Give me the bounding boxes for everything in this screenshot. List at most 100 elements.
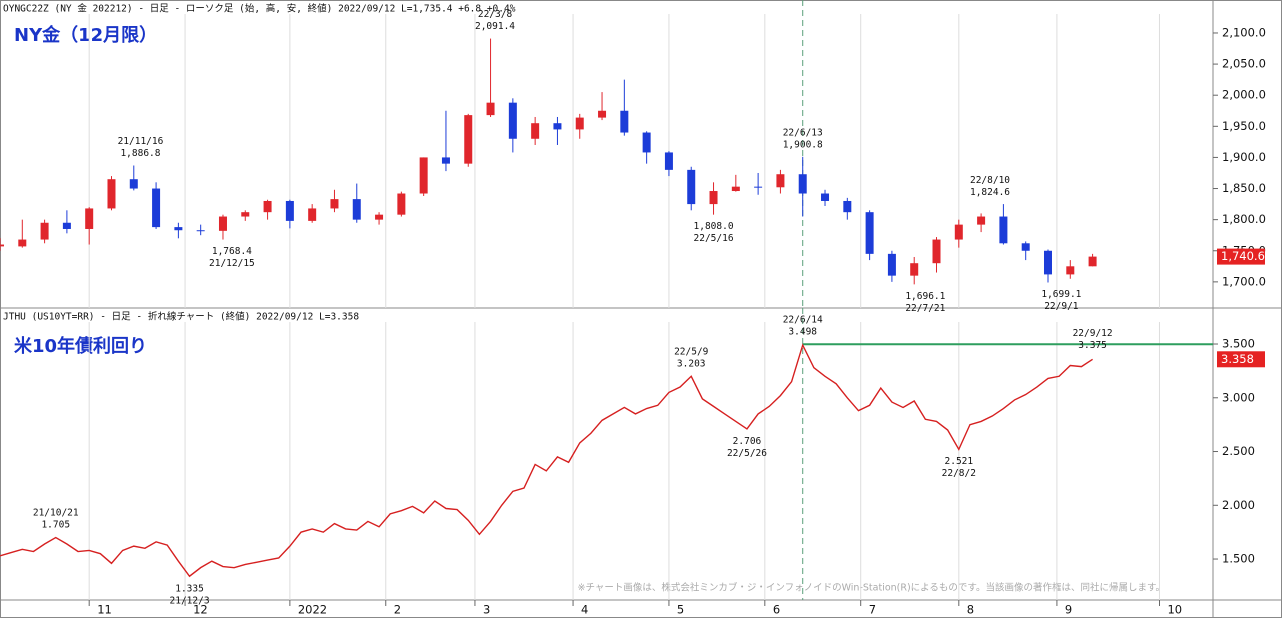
- last-price-label: 1,740.6: [1221, 249, 1265, 263]
- candle-body: [107, 179, 116, 209]
- candle-body: [843, 200, 852, 213]
- x-tick-label: 2022: [298, 603, 327, 617]
- y-tick-label: 1,850.0: [1222, 181, 1266, 195]
- annotation-date: 22/6/13: [783, 127, 823, 138]
- candle-body: [62, 222, 71, 229]
- candle-body: [932, 239, 941, 264]
- y-tick-label: 2,100.0: [1222, 25, 1266, 39]
- candle-body: [1021, 243, 1030, 251]
- candle-body: [263, 200, 272, 213]
- x-tick-label: 10: [1167, 603, 1182, 617]
- candle-body: [0, 244, 4, 247]
- y-tick-label: 1,700.0: [1222, 274, 1266, 288]
- y-tick-label: 2,050.0: [1222, 57, 1266, 71]
- x-tick-label: 11: [97, 603, 112, 617]
- candle-body: [620, 110, 629, 133]
- panel-header: JTHU (US10YT=RR) - 日足 - 折れ線チャート (終値) 202…: [3, 311, 359, 323]
- annotation-value: 3.375: [1078, 340, 1107, 351]
- annotation-date: 22/9/1: [1044, 301, 1079, 312]
- annotation-date: 22/6/14: [783, 315, 823, 326]
- annotation-value: 1,824.6: [970, 187, 1010, 198]
- annotation-date: 22/5/26: [727, 448, 767, 459]
- candle-body: [18, 239, 27, 247]
- x-tick-label: 5: [677, 603, 684, 617]
- y-tick-label: 1,900.0: [1222, 150, 1266, 164]
- candle-body: [910, 263, 919, 276]
- annotation-date: 22/5/16: [694, 233, 734, 244]
- candle-body: [754, 186, 763, 188]
- annotation-date: 22/5/9: [674, 346, 709, 357]
- candle-body: [642, 132, 651, 153]
- candle-body: [731, 186, 740, 192]
- candle-body: [575, 117, 584, 130]
- candle-body: [85, 208, 94, 229]
- candle-body: [1043, 250, 1052, 275]
- annotation-value: 2.706: [733, 436, 762, 447]
- annotation-value: 1.335: [175, 583, 204, 594]
- x-tick-label: 9: [1065, 603, 1072, 617]
- x-tick-label: 7: [869, 603, 876, 617]
- x-tick-label: 12: [193, 603, 208, 617]
- y-tick-label: 3.000: [1222, 390, 1255, 404]
- candle-body: [687, 169, 696, 205]
- candle-body: [1088, 256, 1097, 267]
- copyright-note: ※チャート画像は、株式会社ミンカブ・ジ・インフォノイドのWin-Station(…: [578, 582, 1165, 594]
- annotation-date: 21/11/16: [118, 136, 164, 147]
- y-tick-label: 2.000: [1222, 498, 1255, 512]
- annotation-value: 3.203: [677, 358, 706, 369]
- candle-body: [776, 174, 785, 188]
- candle-body: [664, 152, 673, 170]
- panel-title: 米10年債利回り: [14, 335, 147, 357]
- annotation-value: 2.521: [945, 456, 974, 467]
- candle-body: [152, 188, 161, 228]
- candle-body: [1066, 266, 1075, 275]
- annotation-date: 21/12/15: [209, 258, 255, 269]
- candle-body: [464, 115, 473, 164]
- candle-body: [285, 200, 294, 221]
- candle-body: [999, 216, 1008, 244]
- x-tick-label: 3: [483, 603, 490, 617]
- y-tick-label: 1.500: [1222, 552, 1255, 566]
- annotation-value: 3.498: [788, 327, 817, 338]
- candle-body: [174, 227, 183, 231]
- annotation-date: 21/10/21: [33, 507, 79, 518]
- annotation-value: 2,091.4: [475, 21, 515, 32]
- x-tick-label: 2: [394, 603, 401, 617]
- candle-body: [352, 199, 361, 220]
- series-line: [0, 343, 1093, 578]
- annotation-value: 1,808.0: [694, 221, 734, 232]
- candle-body: [218, 216, 227, 231]
- candle-body: [441, 157, 450, 164]
- candle-body: [241, 212, 250, 217]
- annotation-date: 22/8/10: [970, 175, 1010, 186]
- y-tick-label: 2.500: [1222, 444, 1255, 458]
- annotation-value: 1,900.8: [783, 139, 823, 150]
- annotation-value: 1,696.1: [905, 291, 945, 302]
- annotation-date: 22/3/8: [478, 9, 513, 20]
- candle-body: [977, 216, 986, 225]
- annotation-value: 1,886.8: [120, 148, 160, 159]
- last-price-label: 3.358: [1221, 352, 1254, 366]
- candle-body: [798, 174, 807, 194]
- annotation-date: 22/9/12: [1073, 328, 1113, 339]
- y-tick-label: 2,000.0: [1222, 88, 1266, 102]
- candle-body: [821, 193, 830, 201]
- candle-body: [553, 123, 562, 130]
- candle-body: [887, 253, 896, 276]
- candle-body: [308, 208, 317, 221]
- annotation-value: 1,768.4: [212, 246, 252, 257]
- y-tick-label: 3.500: [1222, 337, 1255, 351]
- candle-body: [486, 102, 495, 116]
- y-tick-label: 1,950.0: [1222, 119, 1266, 133]
- annotation-date: 21/12/3: [170, 595, 210, 606]
- last-price-badge: [1217, 248, 1265, 265]
- candle-body: [330, 199, 339, 209]
- panel-title: NY金（12月限）: [14, 24, 157, 46]
- annotation-date: 22/7/21: [905, 303, 945, 314]
- candle-body: [954, 224, 963, 240]
- annotation-value: 1,699.1: [1041, 289, 1081, 300]
- y-tick-label: 1,800.0: [1222, 212, 1266, 226]
- candle-body: [397, 193, 406, 215]
- candle-body: [598, 110, 607, 118]
